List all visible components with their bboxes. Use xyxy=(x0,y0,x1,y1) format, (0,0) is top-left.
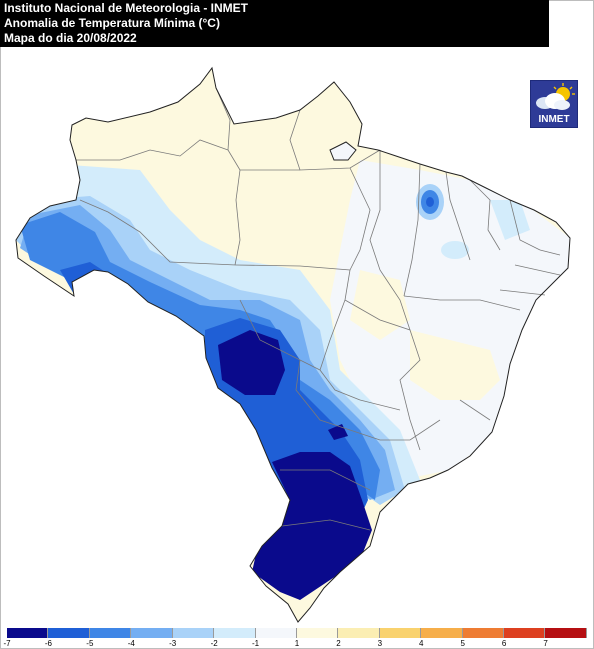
legend-tick-label: -5 xyxy=(86,639,94,648)
legend-tick-label: 7 xyxy=(543,639,548,648)
legend-swatch xyxy=(48,628,90,638)
cloud-sun-icon xyxy=(536,83,575,110)
legend-swatch xyxy=(379,628,422,638)
legend-swatch xyxy=(255,628,297,638)
brazil-outline xyxy=(15,66,571,623)
legend-tick-label: -7 xyxy=(3,639,11,648)
anomaly-contours xyxy=(16,160,570,600)
legend-swatch xyxy=(545,628,587,638)
legend-colorbar: -7 -6 -5 -4 -3 -2 -1 1 2 3 4 5 6 7 xyxy=(0,628,594,649)
legend-swatch xyxy=(214,628,256,638)
legend-swatch xyxy=(131,628,173,638)
marajo-island xyxy=(329,141,357,161)
legend-swatch xyxy=(296,628,339,638)
legend-tick-label: -1 xyxy=(252,639,260,648)
header-date: Mapa do dia 20/08/2022 xyxy=(4,31,137,45)
legend-swatch xyxy=(172,628,215,638)
state-boundaries xyxy=(76,87,561,531)
legend-tick-label: -6 xyxy=(44,639,52,648)
map-header: Instituto Nacional de Meteorologia - INM… xyxy=(0,0,549,47)
header-variable: Anomalia de Temperatura Mínima (°C) xyxy=(4,16,220,30)
legend-tick-label: 5 xyxy=(460,639,465,648)
legend-labels: -7 -6 -5 -4 -3 -2 -1 1 2 3 4 5 6 7 xyxy=(0,639,594,649)
legend-tick-label: -2 xyxy=(210,639,218,648)
legend-swatch xyxy=(338,628,380,638)
legend-swatch xyxy=(89,628,132,638)
header-institute: Instituto Nacional de Meteorologia - INM… xyxy=(4,1,249,15)
legend-swatches xyxy=(7,628,594,638)
legend-swatch xyxy=(462,628,505,638)
legend-tick-label: 2 xyxy=(336,639,341,648)
legend-tick-label: 6 xyxy=(501,639,507,648)
legend-tick-label: -4 xyxy=(127,639,135,648)
inmet-logo: INMET xyxy=(530,80,578,128)
legend-tick-label: -3 xyxy=(169,639,177,648)
logo-text: INMET xyxy=(538,114,570,125)
legend-tick-label: 3 xyxy=(377,639,383,648)
legend-tick-label: 1 xyxy=(294,639,300,648)
legend-swatch xyxy=(7,628,49,638)
legend-swatch xyxy=(421,628,463,638)
legend-swatch xyxy=(504,628,546,638)
legend-tick-label: 4 xyxy=(419,639,424,648)
